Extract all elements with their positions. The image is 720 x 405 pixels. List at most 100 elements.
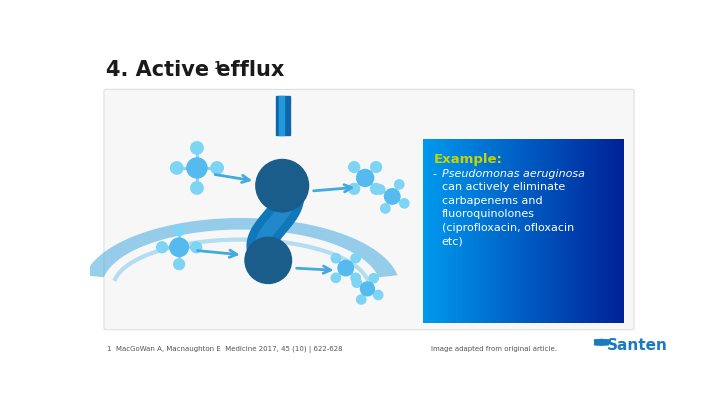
Bar — [583, 139, 585, 323]
Bar — [585, 139, 588, 323]
Text: 1: 1 — [213, 60, 221, 70]
Bar — [537, 139, 539, 323]
Bar — [462, 139, 464, 323]
Bar — [475, 139, 477, 323]
Bar — [481, 139, 484, 323]
Circle shape — [245, 237, 292, 284]
Bar — [552, 139, 554, 323]
Bar — [531, 139, 534, 323]
Circle shape — [361, 282, 374, 296]
Bar — [426, 139, 428, 323]
Text: etc): etc) — [442, 236, 464, 246]
Bar — [445, 139, 448, 323]
Bar — [543, 139, 546, 323]
Circle shape — [348, 183, 359, 194]
Bar — [561, 139, 564, 323]
Circle shape — [369, 273, 378, 283]
Bar — [611, 139, 613, 323]
Text: Example:: Example: — [434, 153, 503, 166]
Bar — [507, 139, 510, 323]
Bar — [276, 96, 290, 135]
Circle shape — [187, 158, 207, 178]
Bar — [527, 139, 530, 323]
Bar — [539, 139, 541, 323]
Circle shape — [191, 182, 203, 194]
Circle shape — [395, 180, 404, 189]
Bar — [513, 139, 516, 323]
Bar — [516, 139, 518, 323]
Bar — [606, 139, 608, 323]
Bar — [465, 139, 467, 323]
Circle shape — [331, 254, 341, 263]
Circle shape — [191, 142, 203, 154]
Circle shape — [157, 242, 168, 253]
Bar — [581, 139, 584, 323]
Bar — [439, 139, 441, 323]
Circle shape — [256, 160, 309, 212]
Bar — [451, 139, 454, 323]
FancyBboxPatch shape — [104, 90, 634, 330]
Bar — [469, 139, 472, 323]
Bar — [449, 139, 451, 323]
Bar — [495, 139, 498, 323]
Bar — [593, 139, 595, 323]
Circle shape — [171, 162, 183, 174]
Text: Santen: Santen — [607, 338, 668, 353]
Bar — [549, 139, 552, 323]
Bar — [588, 139, 590, 323]
Bar — [535, 139, 538, 323]
Bar — [567, 139, 570, 323]
Bar — [529, 139, 531, 323]
Bar — [517, 139, 520, 323]
Bar — [441, 139, 444, 323]
Circle shape — [374, 290, 383, 300]
Polygon shape — [85, 218, 397, 277]
Text: can actively eliminate: can actively eliminate — [442, 182, 565, 192]
Bar — [509, 139, 512, 323]
Text: 4. Active efflux: 4. Active efflux — [106, 60, 284, 80]
Circle shape — [338, 260, 354, 276]
Bar — [487, 139, 490, 323]
Circle shape — [371, 162, 382, 173]
Text: fluoroquinolones: fluoroquinolones — [442, 209, 535, 219]
Bar — [617, 139, 620, 323]
Bar — [467, 139, 469, 323]
Bar — [545, 139, 548, 323]
Bar — [457, 139, 459, 323]
Bar — [459, 139, 462, 323]
Bar — [429, 139, 431, 323]
Bar — [573, 139, 575, 323]
Bar — [595, 139, 598, 323]
Text: Pseudomonas aeruginosa: Pseudomonas aeruginosa — [442, 169, 585, 179]
Circle shape — [174, 259, 184, 270]
Circle shape — [371, 183, 382, 194]
Bar — [557, 139, 559, 323]
Bar — [511, 139, 513, 323]
Text: 1  MacGoWan A, Macnaughton E  Medicine 2017, 45 (10) | 622-628: 1 MacGoWan A, Macnaughton E Medicine 201… — [107, 346, 343, 353]
Bar — [279, 96, 284, 135]
Bar — [431, 139, 433, 323]
Bar — [437, 139, 440, 323]
Bar — [471, 139, 474, 323]
Bar — [621, 139, 624, 323]
Circle shape — [191, 242, 202, 253]
Bar — [589, 139, 592, 323]
Bar — [609, 139, 611, 323]
Bar — [463, 139, 466, 323]
Bar — [519, 139, 521, 323]
Bar — [455, 139, 458, 323]
Bar — [525, 139, 528, 323]
Bar — [597, 139, 600, 323]
Circle shape — [351, 273, 360, 282]
Circle shape — [400, 199, 409, 208]
Bar — [436, 139, 438, 323]
Bar — [480, 139, 482, 323]
Circle shape — [356, 295, 366, 304]
Bar — [433, 139, 436, 323]
Bar — [501, 139, 503, 323]
Bar — [523, 139, 526, 323]
Bar — [599, 139, 602, 323]
Bar — [473, 139, 476, 323]
Bar — [427, 139, 430, 323]
Circle shape — [351, 254, 360, 263]
